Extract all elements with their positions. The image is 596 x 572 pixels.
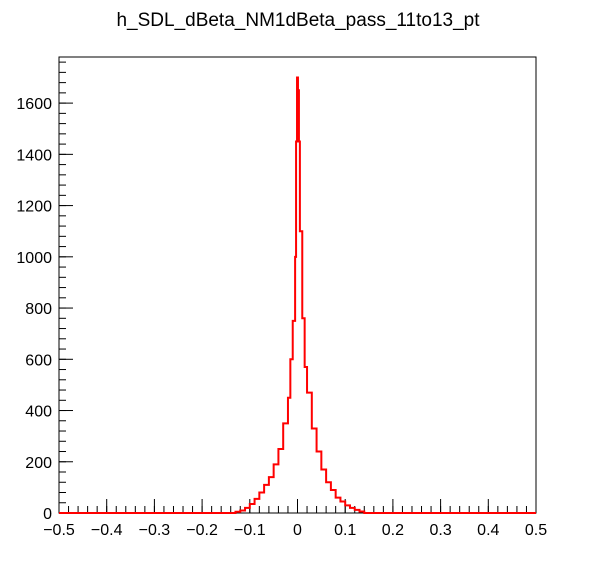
x-tick-label: 0.3 [429, 522, 451, 539]
histogram-series-line [59, 76, 536, 514]
y-tick-label: 800 [25, 301, 52, 318]
x-tick-label: 0.1 [334, 522, 356, 539]
y-tick-label: 0 [43, 506, 52, 523]
x-tick-label: −0.4 [91, 522, 123, 539]
y-tick-label: 400 [25, 404, 52, 421]
y-tick-label: 1200 [16, 199, 52, 216]
x-tick-label: 0.4 [477, 522, 499, 539]
x-tick-label: 0 [293, 522, 302, 539]
x-tick-label: 0.2 [382, 522, 404, 539]
y-tick-label: 1400 [16, 147, 52, 164]
x-tick-label: −0.5 [43, 522, 75, 539]
y-tick-label: 600 [25, 352, 52, 369]
x-tick-label: −0.3 [139, 522, 171, 539]
y-tick-label: 200 [25, 455, 52, 472]
chart-title: h_SDL_dBeta_NM1dBeta_pass_11to13_pt [116, 10, 480, 31]
x-tick-label: −0.2 [186, 522, 218, 539]
y-tick-label: 1000 [16, 250, 52, 267]
x-tick-label: −0.1 [234, 522, 266, 539]
x-tick-label: 0.5 [525, 522, 547, 539]
y-tick-label: 1600 [16, 96, 52, 113]
